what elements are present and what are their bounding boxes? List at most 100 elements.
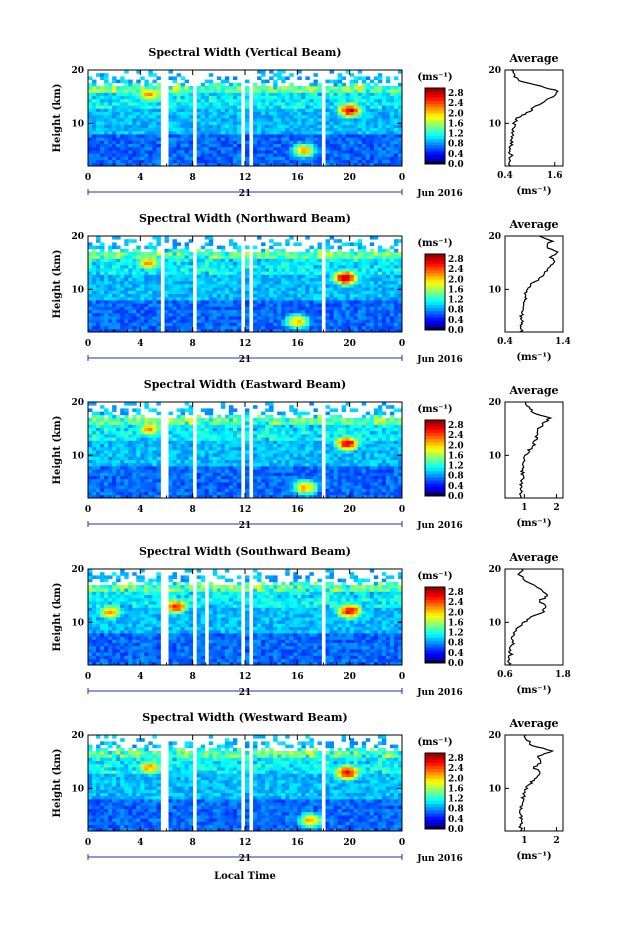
heatmap-cell	[232, 143, 238, 148]
heatmap-cell	[337, 239, 343, 243]
heatmap-cell	[152, 245, 157, 250]
heatmap-cell	[188, 108, 194, 112]
heatmap-cell	[273, 159, 278, 164]
heatmap-cell	[232, 102, 238, 106]
heatmap-cell	[377, 98, 383, 103]
heatmap-cell	[112, 271, 117, 275]
heatmap-cell	[373, 150, 379, 154]
heatmap-cell	[393, 146, 399, 151]
heatmap-cell	[204, 466, 210, 470]
heatmap-cell	[325, 102, 330, 106]
heatmap-cell	[188, 290, 194, 294]
heatmap-cell	[333, 252, 338, 256]
heatmap-cell	[144, 300, 149, 304]
heatmap-cell	[333, 271, 338, 275]
heatmap-cell	[216, 453, 222, 457]
heatmap-cell	[168, 488, 173, 492]
heatmap-cell	[373, 277, 379, 282]
heatmap-cell	[208, 421, 214, 425]
heatmap-cell	[289, 102, 294, 106]
heatmap-cell	[232, 316, 238, 320]
heatmap-cell	[136, 306, 141, 310]
heatmap-cell	[212, 478, 218, 483]
heatmap-cell	[341, 143, 347, 148]
heatmap-cell	[224, 76, 230, 80]
heatmap-cell	[208, 478, 214, 483]
heatmap-cell	[329, 280, 334, 285]
heatmap-cell	[164, 264, 169, 269]
heatmap-cell	[112, 277, 117, 282]
heatmap-cell	[168, 92, 173, 96]
heatmap-cell	[381, 150, 387, 154]
heatmap-cell	[148, 430, 153, 435]
heatmap-cell	[92, 280, 97, 285]
heatmap-cell	[236, 102, 242, 106]
heatmap-cell	[212, 312, 218, 317]
heatmap-cell	[224, 494, 230, 499]
heatmap-cell	[120, 118, 125, 122]
heatmap-cell	[168, 462, 173, 467]
heatmap-cell	[156, 76, 161, 80]
heatmap-cell	[253, 156, 258, 160]
heatmap-cell	[369, 146, 375, 151]
heatmap-cell	[108, 95, 113, 100]
heatmap-cell	[188, 328, 194, 333]
heatmap-cell	[148, 328, 153, 333]
heatmap-cell	[341, 306, 347, 310]
heatmap-cell	[253, 159, 258, 164]
heatmap-cell	[309, 277, 314, 282]
heatmap-cell	[176, 446, 181, 451]
heatmap-cell	[301, 325, 306, 330]
heatmap-cell	[236, 274, 242, 278]
heatmap-cell	[224, 300, 230, 304]
heatmap-cell	[265, 312, 270, 317]
heatmap-cell	[389, 95, 395, 100]
heatmap-cell	[112, 427, 117, 432]
heatmap-cell	[337, 108, 343, 112]
heatmap-cell	[381, 140, 387, 144]
heatmap-cell	[148, 418, 153, 422]
heatmap-cell	[397, 252, 403, 256]
heatmap-cell	[337, 146, 343, 151]
heatmap-cell	[216, 478, 222, 483]
heatmap-cell	[188, 274, 194, 278]
heatmap-cell	[128, 121, 133, 125]
heatmap-cell	[188, 485, 194, 489]
heatmap-cell	[369, 156, 375, 160]
heatmap-cell	[317, 150, 322, 154]
heatmap-cell	[196, 485, 202, 489]
heatmap-cell	[112, 475, 117, 480]
heatmap-cell	[148, 121, 153, 125]
heatmap-cell	[293, 258, 298, 262]
heatmap-cell	[196, 264, 202, 269]
heatmap-cell	[144, 95, 149, 100]
heatmap-cell	[168, 70, 173, 74]
heatmap-cell	[204, 153, 210, 157]
heatmap-cell	[253, 264, 258, 269]
heatmap-cell	[92, 482, 97, 486]
heatmap-cell	[228, 293, 234, 298]
heatmap-cell	[116, 124, 121, 128]
heatmap-cell	[136, 322, 141, 326]
heatmap-cell	[216, 437, 222, 441]
heatmap-cell	[277, 322, 282, 326]
heatmap-cell	[309, 143, 314, 148]
heatmap-cell	[261, 108, 266, 112]
heatmap-cell	[92, 156, 97, 160]
heatmap-cell	[381, 108, 387, 112]
heatmap-cell	[236, 111, 242, 116]
heatmap-cell	[313, 114, 318, 119]
heatmap-cell	[345, 98, 351, 103]
heatmap-cell	[236, 82, 242, 87]
heatmap-cell	[136, 245, 141, 250]
heatmap-cell	[265, 248, 270, 253]
heatmap-cell	[281, 287, 286, 291]
heatmap-cell	[277, 127, 282, 132]
heatmap-cell	[309, 127, 314, 132]
heatmap-cell	[108, 325, 113, 330]
heatmap-cell	[265, 79, 270, 84]
heatmap-cell	[116, 309, 121, 314]
heatmap-cell	[397, 277, 403, 282]
heatmap-cell	[224, 156, 230, 160]
heatmap-cell	[281, 146, 286, 151]
